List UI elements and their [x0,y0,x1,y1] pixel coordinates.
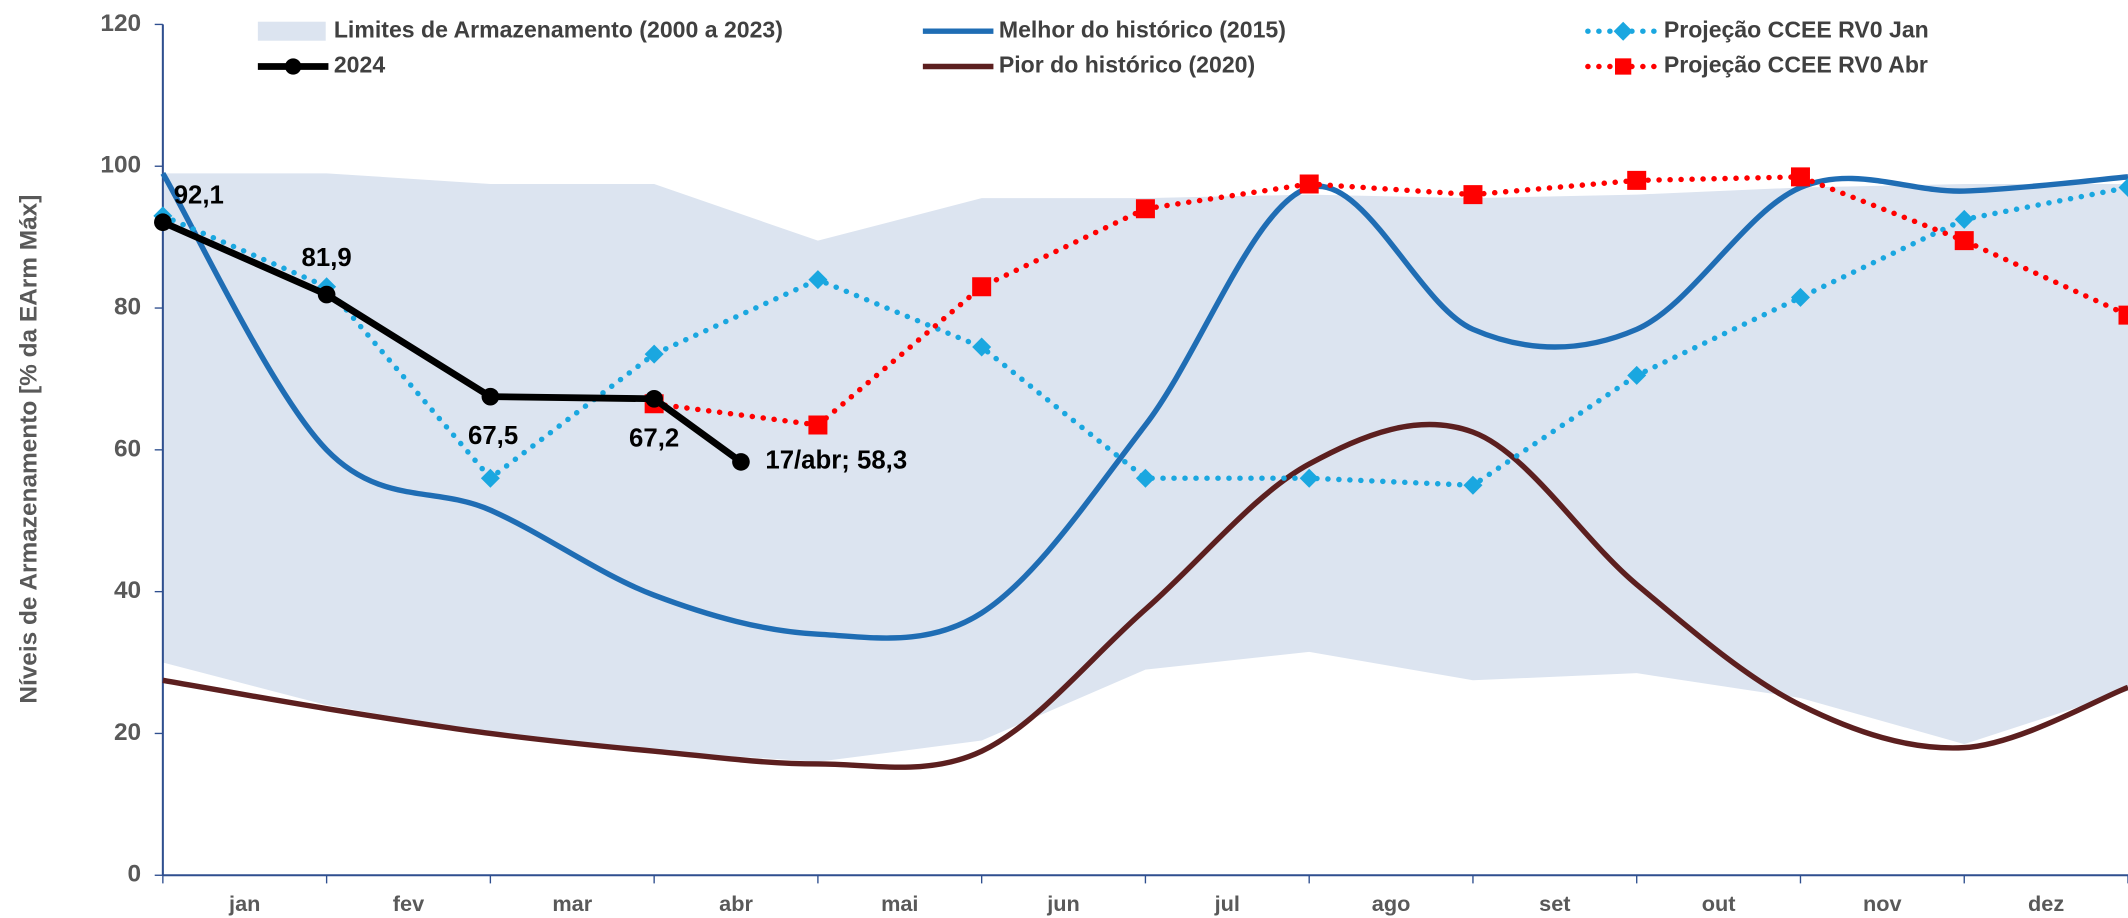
point [645,389,663,408]
data-label: 67,2 [629,424,679,452]
x-tick-label: jun [1046,891,1080,916]
legend-label: Projeção CCEE RV0 Jan [1664,16,1929,42]
point [732,453,750,471]
x-tick-label: mar [552,891,592,916]
y-axis-label: Níveis de Armazenamento [% da EArm Máx] [15,195,42,704]
x-tick-label: out [1702,891,1736,916]
legend-marker [285,58,302,75]
y-tick-label: 20 [114,719,141,746]
point [154,213,172,232]
series-line [162,421,2128,770]
x-tick-label: jul [1214,891,1240,916]
legend-label: Limites de Armazenamento (2000 a 2023) [334,16,783,42]
legend-marker [1613,21,1633,41]
x-tick-label: nov [1863,891,1902,916]
y-tick-label: 80 [114,293,141,320]
point [480,468,500,488]
y-tick-label: 40 [114,577,141,604]
x-tick-label: fev [393,891,424,916]
x-tick-label: ago [1372,891,1411,916]
point [1954,231,1974,251]
data-label: 81,9 [302,244,352,272]
point [317,285,336,304]
point [2118,305,2128,325]
point [1463,475,1483,495]
point [2118,178,2128,198]
point [808,415,828,435]
x-tick-label: set [1539,891,1570,916]
point [1790,167,1810,187]
y-tick-label: 60 [114,435,141,462]
point [972,277,992,297]
point [972,337,992,357]
x-tick-label: mai [881,891,918,916]
storage-band [162,173,2128,762]
legend-label: Pior do histórico (2020) [999,52,1255,78]
y-tick-label: 100 [100,152,141,179]
data-label: 17/abr; 58,3 [765,447,907,475]
point [481,387,500,406]
data-label: 92,1 [174,181,224,209]
data-label: 67,5 [468,422,518,450]
x-tick-label: jan [228,891,260,916]
legend-label: 2024 [334,52,385,78]
legend-marker [1615,58,1632,75]
point [644,344,664,364]
legend-label: Melhor do histórico (2015) [999,16,1286,42]
point [1954,209,1974,229]
series-line [160,171,2128,641]
point [1790,287,1810,307]
point [1627,170,1647,190]
y-tick-label: 0 [128,861,142,888]
point [1463,185,1483,205]
y-tick-label: 120 [100,10,141,37]
point [1135,468,1155,488]
point [1627,365,1647,385]
point [808,270,828,290]
point [1135,199,1155,219]
point [1299,468,1319,488]
x-tick-label: abr [719,891,753,916]
series-line [651,174,2128,428]
x-tick-label: dez [2028,891,2064,916]
point [1299,174,1319,194]
legend-label: Projeção CCEE RV0 Abr [1664,52,1928,78]
legend-swatch [257,21,326,41]
